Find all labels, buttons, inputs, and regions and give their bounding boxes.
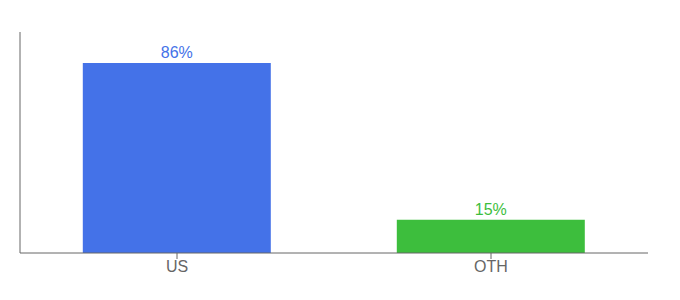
svg-text:OTH: OTH [474,258,508,275]
svg-text:86%: 86% [161,44,193,61]
svg-text:US: US [166,258,188,275]
svg-text:15%: 15% [475,201,507,218]
